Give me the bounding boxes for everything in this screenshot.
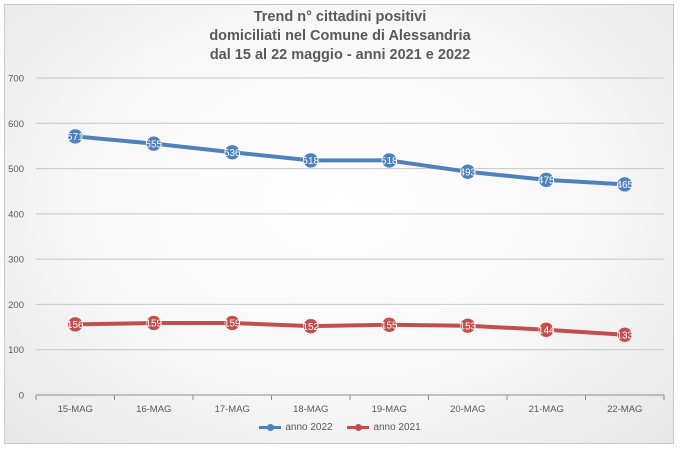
legend-swatch-2021	[347, 424, 370, 431]
data-point	[224, 144, 240, 161]
data-label: 133	[616, 330, 633, 341]
data-point	[303, 318, 319, 334]
data-label: 155	[381, 320, 398, 331]
x-tick-label-17-MAG: 17-MAG	[215, 404, 250, 415]
chart-title-line-3: dal 15 al 22 maggio - anni 2021 e 2022	[209, 47, 471, 63]
data-label: 144	[538, 325, 555, 336]
x-tick-label-19-MAG: 19-MAG	[372, 404, 407, 415]
data-label: 153	[459, 321, 476, 332]
chart-title-line-1: Trend n° cittadini positivi	[253, 9, 427, 25]
data-point	[381, 152, 397, 169]
data-point	[67, 128, 83, 145]
legend-swatch-2022	[259, 424, 282, 431]
legend-label-2021: anno 2021	[373, 422, 421, 433]
data-point	[538, 322, 554, 338]
data-label: 493	[459, 167, 476, 178]
x-tick-label-15-MAG: 15-MAG	[58, 404, 93, 415]
data-point	[67, 316, 83, 333]
data-label: 518	[381, 156, 398, 167]
data-point	[224, 315, 240, 331]
x-tick-label-20-MAG: 20-MAG	[450, 404, 485, 415]
chart-frame	[4, 4, 674, 444]
data-label: 536	[224, 148, 241, 159]
data-point	[460, 317, 476, 334]
data-point	[146, 135, 162, 152]
legend-item-2021: anno 2021	[347, 422, 421, 433]
data-point	[460, 163, 476, 180]
y-tick-label-700: 700	[8, 74, 24, 85]
data-point	[617, 176, 633, 193]
data-label: 156	[67, 320, 84, 331]
data-label: 152	[302, 322, 319, 333]
data-label: 465	[616, 180, 633, 191]
chart-title: Trend n° cittadini positivi domiciliati …	[0, 8, 680, 65]
data-label: 571	[67, 132, 84, 143]
chart-title-line-2: domiciliati nel Comune di Alessandria	[209, 28, 471, 44]
x-tick-label-18-MAG: 18-MAG	[293, 404, 328, 415]
data-label: 555	[145, 139, 162, 150]
series-line-anno-2021	[73, 320, 627, 337]
data-label: 159	[145, 319, 162, 330]
y-tick-label-200: 200	[8, 300, 24, 311]
data-label: 518	[302, 156, 319, 167]
y-tick-label-400: 400	[8, 209, 24, 220]
x-tick-label-21-MAG: 21-MAG	[529, 404, 564, 415]
data-label: 159	[224, 319, 241, 330]
data-point	[381, 317, 397, 333]
y-tick-label-300: 300	[8, 255, 24, 266]
chart-legend: anno 2022 anno 2021	[0, 421, 680, 433]
series-line-anno-2022	[73, 134, 627, 187]
data-point	[146, 315, 162, 331]
x-tick-label-16-MAG: 16-MAG	[136, 404, 171, 415]
y-tick-label-500: 500	[8, 164, 24, 175]
y-tick-label-100: 100	[8, 345, 24, 356]
x-tick-label-22-MAG: 22-MAG	[607, 404, 642, 415]
legend-item-2022: anno 2022	[259, 422, 333, 433]
data-label: 475	[538, 175, 555, 186]
y-tick-label-600: 600	[8, 119, 24, 130]
y-tick-label-0: 0	[19, 391, 24, 402]
data-point	[538, 172, 554, 188]
data-point	[303, 152, 319, 169]
data-point	[617, 327, 633, 343]
legend-label-2022: anno 2022	[285, 422, 333, 433]
